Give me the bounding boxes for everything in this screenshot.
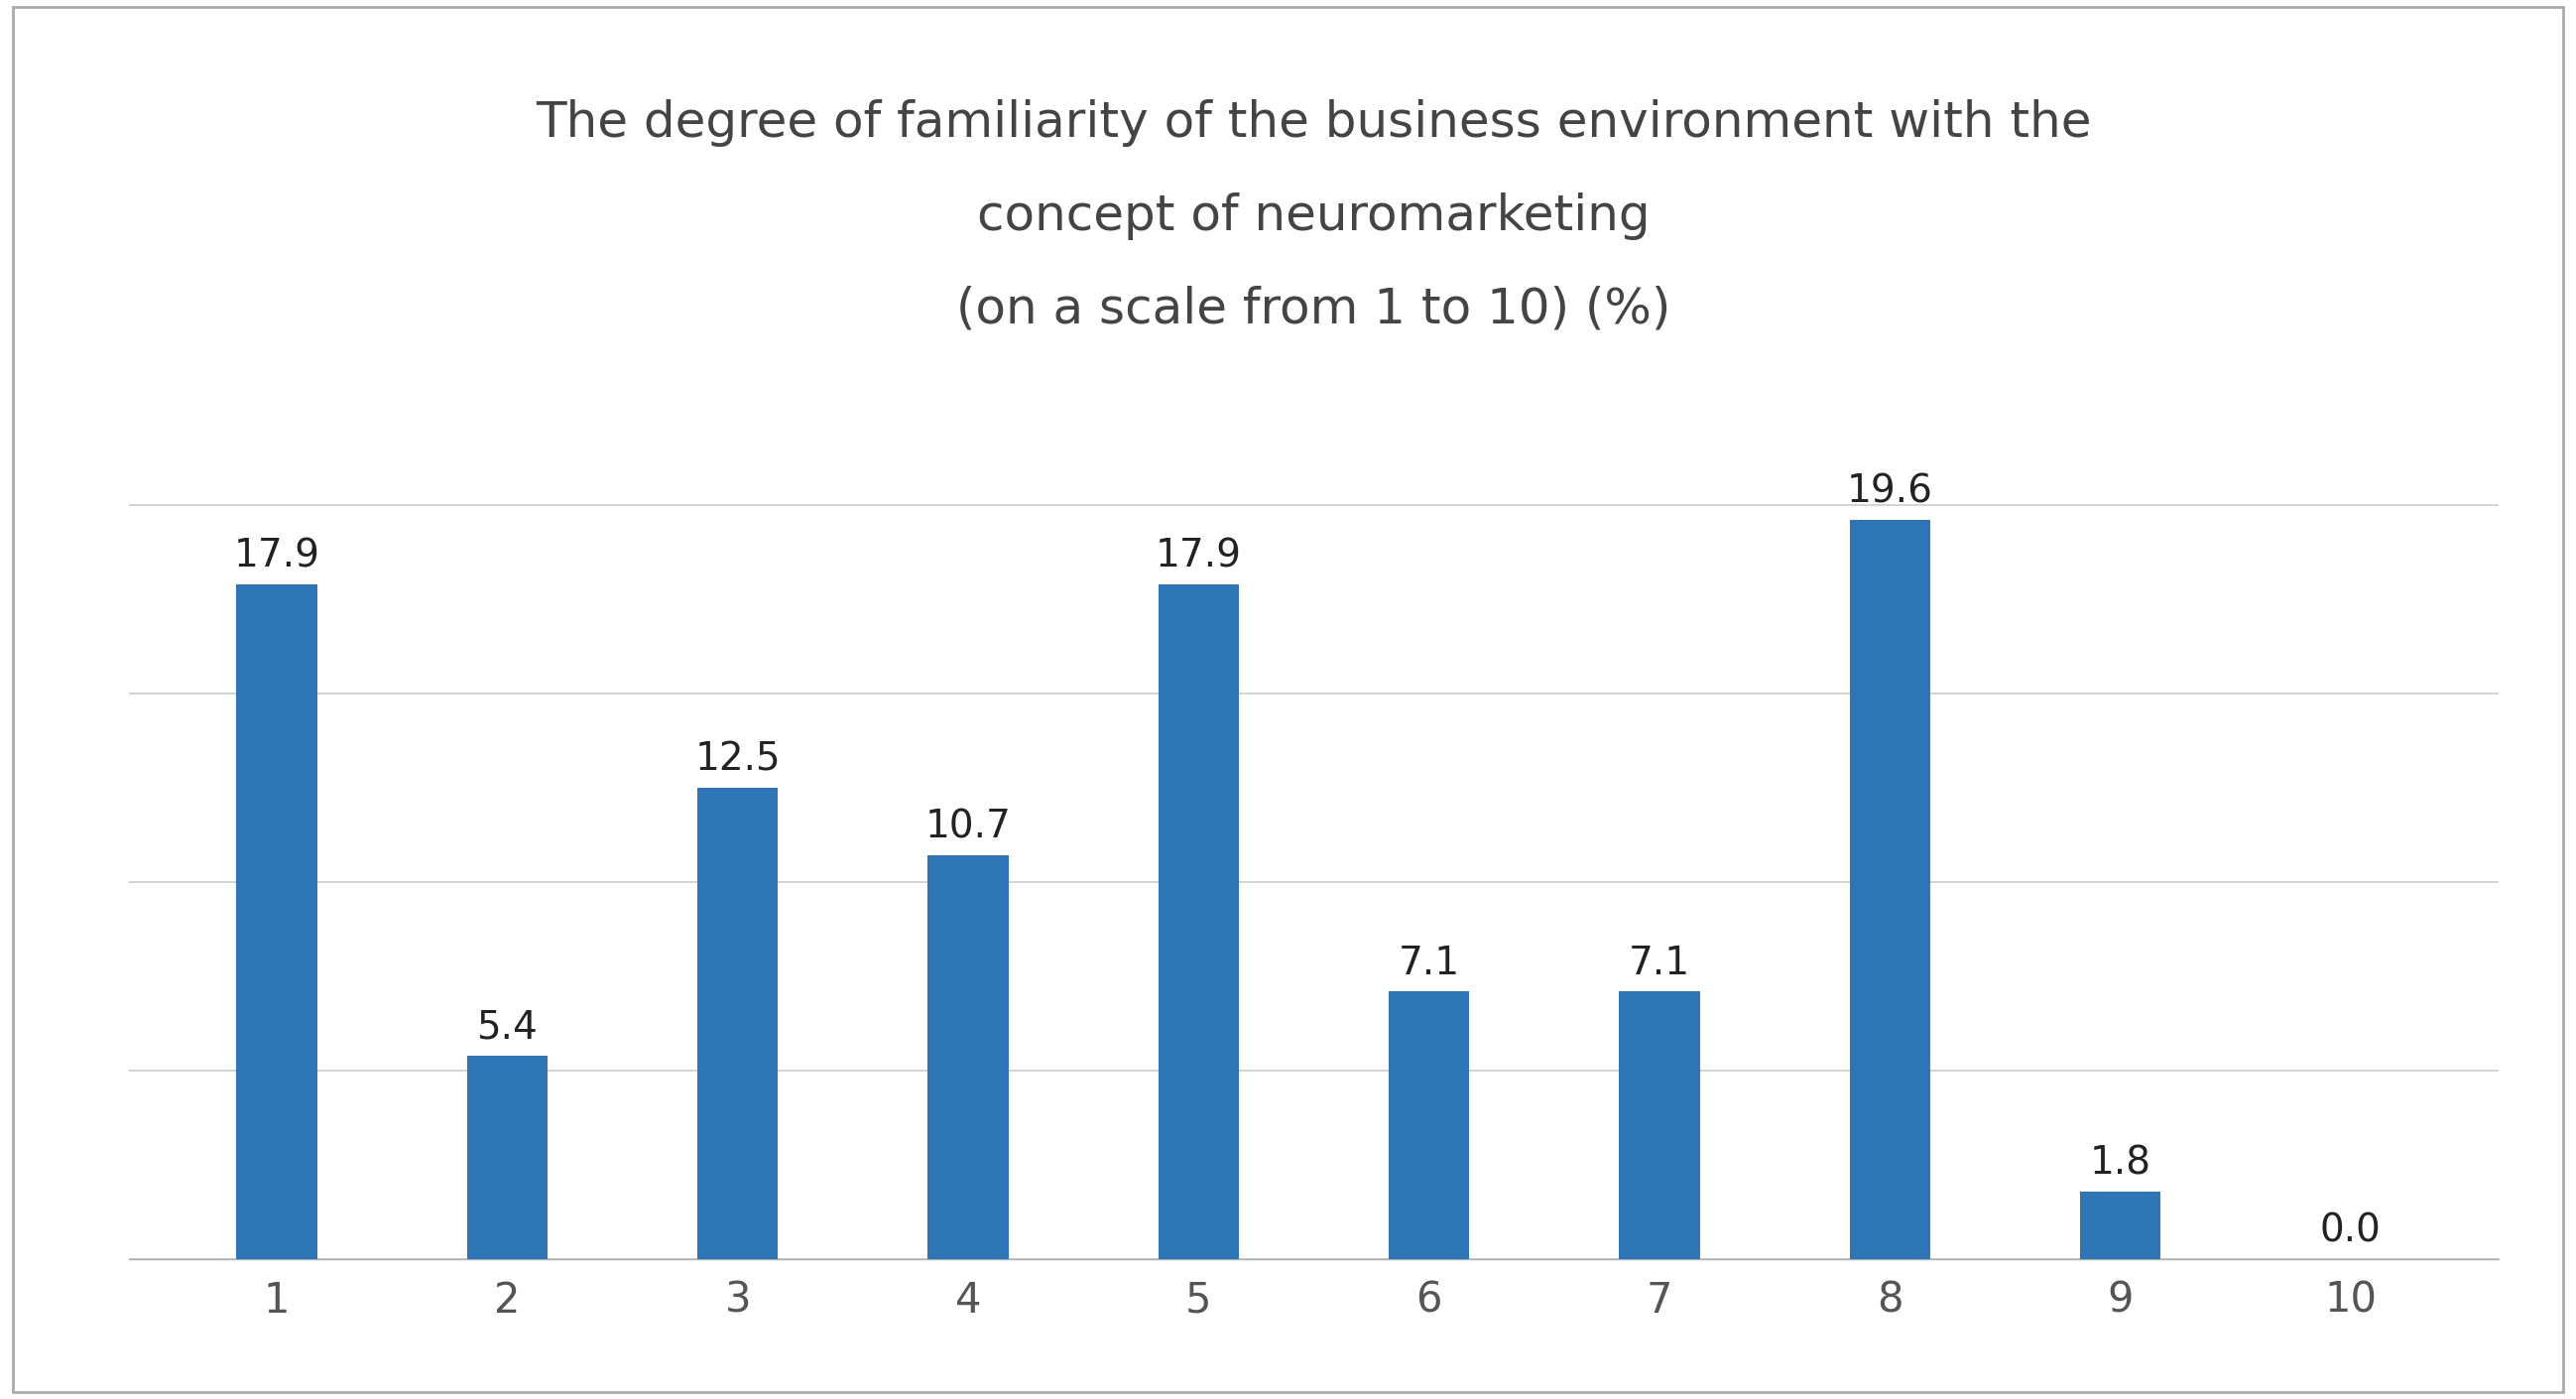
Text: 0.0: 0.0	[2321, 1212, 2380, 1249]
Bar	[2079, 1191, 2161, 1259]
Title: The degree of familiarity of the business environment with the
concept of neurom: The degree of familiarity of the busines…	[536, 99, 2092, 333]
Bar	[1850, 520, 1929, 1259]
Bar	[698, 788, 778, 1259]
Bar	[466, 1055, 549, 1259]
Bar	[927, 856, 1007, 1259]
Text: 19.6: 19.6	[1847, 473, 1932, 511]
Text: 7.1: 7.1	[1399, 944, 1461, 982]
Text: 7.1: 7.1	[1628, 944, 1690, 982]
Text: 17.9: 17.9	[234, 537, 319, 575]
Text: 5.4: 5.4	[477, 1009, 538, 1046]
Text: 1.8: 1.8	[2089, 1144, 2151, 1182]
Text: 10.7: 10.7	[925, 809, 1012, 846]
Text: 17.9: 17.9	[1157, 537, 1242, 575]
Bar	[1388, 992, 1468, 1259]
Bar	[1620, 992, 1700, 1259]
Text: 12.5: 12.5	[696, 740, 781, 778]
Bar	[237, 583, 317, 1259]
Bar	[1159, 583, 1239, 1259]
